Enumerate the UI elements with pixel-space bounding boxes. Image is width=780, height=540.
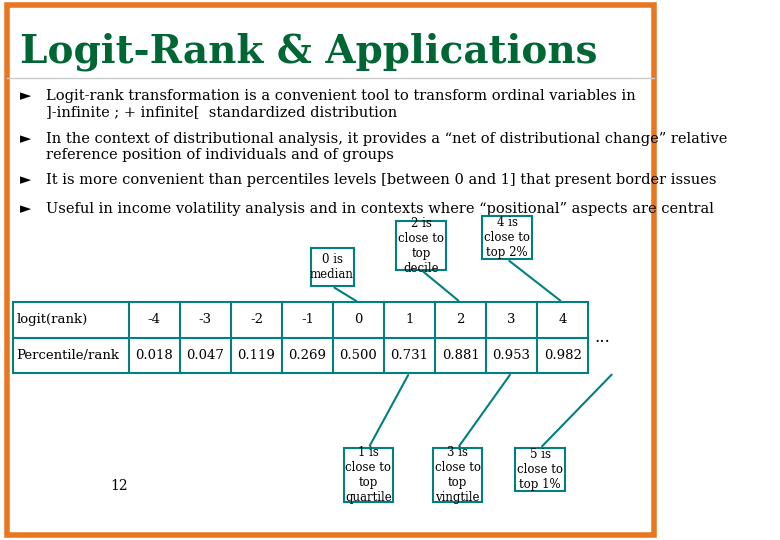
Text: ►: ► (20, 89, 31, 103)
FancyBboxPatch shape (344, 448, 393, 502)
FancyBboxPatch shape (516, 448, 565, 491)
FancyBboxPatch shape (310, 248, 353, 286)
Text: 0.047: 0.047 (186, 348, 225, 362)
Text: 0 is
median: 0 is median (310, 253, 354, 281)
Text: -1: -1 (301, 313, 314, 327)
Text: 1: 1 (406, 313, 413, 327)
Text: Logit-rank transformation is a convenient tool to transform ordinal variables in: Logit-rank transformation is a convenien… (46, 89, 636, 119)
Text: 2: 2 (456, 313, 465, 327)
Text: 3 is
close to
top
vingtile: 3 is close to top vingtile (434, 446, 480, 504)
Text: 0: 0 (354, 313, 363, 327)
Text: In the context of distributional analysis, it provides a “net of distributional : In the context of distributional analysi… (46, 132, 728, 163)
Text: ►: ► (20, 173, 31, 187)
Text: 12: 12 (110, 479, 128, 493)
Text: 2 is
close to
top
decile: 2 is close to top decile (399, 217, 445, 275)
Text: logit(rank): logit(rank) (16, 313, 88, 327)
Text: 0.500: 0.500 (339, 348, 378, 362)
Text: 4 is
close to
top 2%: 4 is close to top 2% (484, 216, 530, 259)
Text: 3: 3 (507, 313, 516, 327)
Text: -4: -4 (148, 313, 161, 327)
Text: ►: ► (20, 132, 31, 146)
FancyBboxPatch shape (482, 216, 532, 259)
Text: ►: ► (20, 202, 31, 217)
FancyBboxPatch shape (396, 221, 446, 270)
Text: 0.881: 0.881 (441, 348, 480, 362)
Text: Percentile/rank: Percentile/rank (16, 348, 119, 362)
Text: -3: -3 (199, 313, 212, 327)
Text: -2: -2 (250, 313, 263, 327)
Text: 0.982: 0.982 (544, 348, 582, 362)
Text: 0.119: 0.119 (237, 348, 275, 362)
Text: 0.731: 0.731 (391, 348, 428, 362)
Text: 0.953: 0.953 (493, 348, 530, 362)
Text: 0.269: 0.269 (289, 348, 327, 362)
FancyBboxPatch shape (433, 448, 482, 502)
Text: 5 is
close to
top 1%: 5 is close to top 1% (517, 448, 563, 491)
Text: Logit-Rank & Applications: Logit-Rank & Applications (20, 32, 597, 71)
Text: It is more convenient than percentiles levels [between 0 and 1] that present bor: It is more convenient than percentiles l… (46, 173, 717, 187)
Text: 1 is
close to
top
quartile: 1 is close to top quartile (345, 446, 392, 504)
Text: 0.018: 0.018 (136, 348, 173, 362)
Text: ...: ... (594, 329, 611, 346)
Text: Useful in income volatility analysis and in contexts where “positional” aspects : Useful in income volatility analysis and… (46, 202, 714, 217)
Text: 4: 4 (558, 313, 567, 327)
FancyBboxPatch shape (6, 5, 654, 535)
